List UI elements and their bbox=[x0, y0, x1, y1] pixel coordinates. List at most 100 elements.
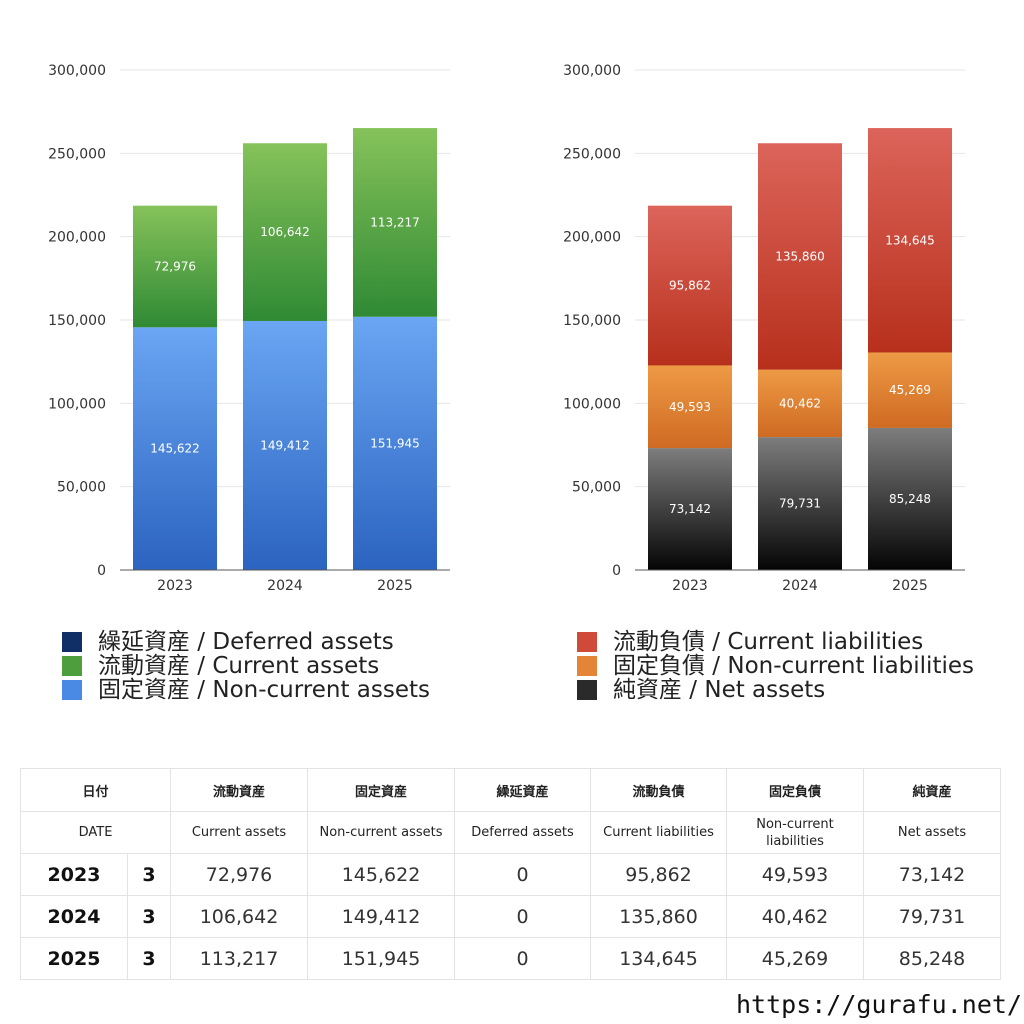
y-tick-label: 100,000 bbox=[563, 396, 621, 412]
header-current-assets-jp: 流動資産 bbox=[170, 768, 309, 812]
cell-non-current-liabilities: 49,593 bbox=[726, 853, 865, 896]
header-date-en: DATE bbox=[19, 811, 172, 854]
data-label: 151,945 bbox=[370, 436, 420, 450]
bar-current-liabilities-2023 bbox=[648, 205, 732, 366]
legend-swatch bbox=[62, 632, 82, 652]
y-tick-label: 300,000 bbox=[48, 63, 106, 79]
x-tick-label: 2025 bbox=[892, 578, 928, 594]
table-row: 2024 3 106,642 149,412 0 135,860 40,462 … bbox=[20, 895, 1002, 938]
row-year: 2024 bbox=[20, 895, 128, 938]
row-month: 3 bbox=[126, 895, 172, 938]
data-label: 45,269 bbox=[889, 383, 931, 397]
balance-sheet-table: 日付 流動資産 固定資産 繰延資産 流動負債 固定負債 純資産 DATE Cur… bbox=[19, 768, 1002, 980]
legend-label: 流動資産 / Current assets bbox=[98, 653, 380, 679]
bar-non-current-liabilities-2023 bbox=[648, 365, 732, 449]
header-non-current-liabilities-jp: 固定負債 bbox=[726, 768, 865, 812]
bar-current-liabilities-2025 bbox=[868, 128, 952, 353]
legend-swatch bbox=[62, 680, 82, 700]
cell-current-assets: 106,642 bbox=[170, 895, 309, 938]
x-tick-label: 2023 bbox=[157, 578, 193, 594]
cell-current-assets: 72,976 bbox=[170, 853, 309, 896]
header-current-liabilities-jp: 流動負債 bbox=[590, 768, 728, 812]
header-deferred-assets-jp: 繰延資産 bbox=[454, 768, 592, 812]
cell-net-assets: 79,731 bbox=[863, 895, 1002, 938]
cell-current-assets: 113,217 bbox=[170, 937, 309, 980]
header-non-current-assets-jp: 固定資産 bbox=[307, 768, 456, 812]
data-label: 113,217 bbox=[370, 215, 420, 229]
header-non-current-liabilities-text: Non-current liabilities bbox=[756, 816, 834, 849]
table-row: 2023 3 72,976 145,622 0 95,862 49,593 73… bbox=[20, 853, 1002, 896]
legend-item-current-assets: 流動資産 / Current assets bbox=[62, 654, 430, 678]
legend-swatch bbox=[577, 680, 597, 700]
data-label: 85,248 bbox=[889, 492, 931, 506]
x-tick-label: 2025 bbox=[377, 578, 413, 594]
y-tick-label: 0 bbox=[97, 563, 106, 579]
cell-net-assets: 85,248 bbox=[863, 937, 1002, 980]
table-header-en: DATE Current assets Non-current assets D… bbox=[19, 811, 1002, 854]
legend-item-non-current-assets: 固定資産 / Non-current assets bbox=[62, 678, 430, 702]
bar-current-assets-2024 bbox=[243, 143, 327, 321]
y-tick-label: 250,000 bbox=[48, 146, 106, 162]
cell-non-current-assets: 151,945 bbox=[307, 937, 456, 980]
y-tick-label: 300,000 bbox=[563, 63, 621, 79]
liabilities-legend: 流動負債 / Current liabilities 固定負債 / Non-cu… bbox=[577, 630, 974, 702]
legend-label: 繰延資産 / Deferred assets bbox=[98, 629, 394, 655]
y-tick-label: 150,000 bbox=[563, 313, 621, 329]
cell-deferred-assets: 0 bbox=[454, 853, 592, 896]
row-year: 2025 bbox=[20, 937, 128, 980]
legend-item-net-assets: 純資産 / Net assets bbox=[577, 678, 974, 702]
data-label: 73,142 bbox=[669, 502, 711, 516]
bar-non-current-assets-2025 bbox=[353, 316, 437, 570]
bar-current-assets-2023 bbox=[133, 205, 217, 328]
y-tick-label: 0 bbox=[612, 563, 621, 579]
x-tick-label: 2024 bbox=[267, 578, 303, 594]
data-label: 40,462 bbox=[779, 396, 821, 410]
site-url: https://gurafu.net/ bbox=[736, 990, 1022, 1019]
cell-non-current-liabilities: 45,269 bbox=[726, 937, 865, 980]
header-non-current-liabilities-en: Non-current liabilities bbox=[726, 811, 865, 854]
cell-current-liabilities: 95,862 bbox=[590, 853, 728, 896]
legend-label: 純資産 / Net assets bbox=[613, 677, 826, 703]
cell-non-current-liabilities: 40,462 bbox=[726, 895, 865, 938]
header-non-current-assets-en: Non-current assets bbox=[307, 811, 456, 854]
cell-current-liabilities: 135,860 bbox=[590, 895, 728, 938]
data-label: 135,860 bbox=[775, 249, 825, 263]
header-net-assets-en: Net assets bbox=[863, 811, 1002, 854]
cell-non-current-assets: 149,412 bbox=[307, 895, 456, 938]
header-date-jp: 日付 bbox=[19, 768, 172, 812]
data-label: 95,862 bbox=[669, 279, 711, 293]
cell-non-current-assets: 145,622 bbox=[307, 853, 456, 896]
x-tick-label: 2023 bbox=[672, 578, 708, 594]
assets-legend: 繰延資産 / Deferred assets 流動資産 / Current as… bbox=[62, 630, 430, 702]
data-label: 134,645 bbox=[885, 233, 935, 247]
y-tick-label: 250,000 bbox=[563, 146, 621, 162]
cell-deferred-assets: 0 bbox=[454, 895, 592, 938]
bar-current-assets-2025 bbox=[353, 128, 437, 317]
bar-current-liabilities-2024 bbox=[758, 143, 842, 370]
row-month: 3 bbox=[126, 853, 172, 896]
legend-swatch bbox=[577, 656, 597, 676]
cell-current-liabilities: 134,645 bbox=[590, 937, 728, 980]
header-deferred-assets-en: Deferred assets bbox=[454, 811, 592, 854]
data-label: 149,412 bbox=[260, 438, 310, 452]
legend-swatch bbox=[577, 632, 597, 652]
bar-non-current-assets-2024 bbox=[243, 320, 327, 570]
data-label: 72,976 bbox=[154, 259, 196, 273]
legend-item-non-current-liabilities: 固定負債 / Non-current liabilities bbox=[577, 654, 974, 678]
header-current-liabilities-en: Current liabilities bbox=[590, 811, 728, 854]
header-current-assets-en: Current assets bbox=[170, 811, 309, 854]
table-header-jp: 日付 流動資産 固定資産 繰延資産 流動負債 固定負債 純資産 bbox=[19, 768, 1002, 812]
table-row: 2025 3 113,217 151,945 0 134,645 45,269 … bbox=[20, 937, 1002, 980]
cell-deferred-assets: 0 bbox=[454, 937, 592, 980]
y-tick-label: 50,000 bbox=[572, 480, 621, 496]
legend-label: 固定資産 / Non-current assets bbox=[98, 677, 431, 703]
legend-item-current-liabilities: 流動負債 / Current liabilities bbox=[577, 630, 974, 654]
legend-label: 流動負債 / Current liabilities bbox=[613, 629, 924, 655]
bar-net-assets-2023 bbox=[648, 448, 732, 570]
legend-label: 固定負債 / Non-current liabilities bbox=[613, 653, 974, 679]
x-tick-label: 2024 bbox=[782, 578, 818, 594]
cell-net-assets: 73,142 bbox=[863, 853, 1002, 896]
legend-item-deferred-assets: 繰延資産 / Deferred assets bbox=[62, 630, 430, 654]
y-tick-label: 200,000 bbox=[563, 230, 621, 246]
y-tick-label: 200,000 bbox=[48, 230, 106, 246]
